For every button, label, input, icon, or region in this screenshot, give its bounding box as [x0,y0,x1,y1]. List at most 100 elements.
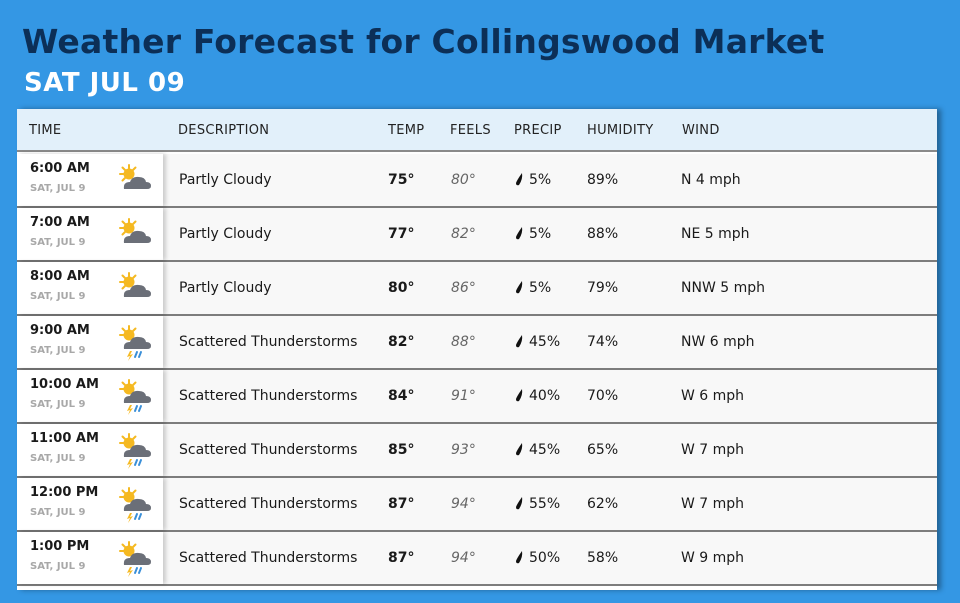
raindrop-icon [515,442,529,458]
row-description: Partly Cloudy [179,172,272,188]
raindrop-icon [515,226,529,242]
time-cell: 7:00 AM SAT, JUL 9 [17,208,163,260]
row-wind: W 6 mph [681,388,745,404]
row-precip-value: 55% [529,496,561,512]
row-time: 12:00 PM [30,485,99,500]
table-row: 1:00 PM SAT, JUL 9 Scattered Thunderstor… [17,532,937,586]
time-cell: 9:00 AM SAT, JUL 9 [17,316,163,368]
row-precip-value: 40% [529,388,561,404]
row-wind: NE 5 mph [681,226,750,242]
row-precip-value: 45% [529,334,561,350]
row-wind: NNW 5 mph [681,280,765,296]
row-time: 9:00 AM [30,323,90,338]
row-description: Partly Cloudy [179,226,272,242]
time-cell: 8:00 AM SAT, JUL 9 [17,262,163,314]
time-cell: 11:00 AM SAT, JUL 9 [17,424,163,476]
row-date: SAT, JUL 9 [30,507,86,518]
row-feels: 88° [451,334,476,350]
row-wind: W 7 mph [681,496,745,512]
row-humidity: 70% [587,388,619,404]
row-feels: 93° [451,442,476,458]
scattered-thunderstorms-icon [115,324,153,362]
forecast-table: TIME DESCRIPTION TEMP FEELS PRECIP HUMID… [17,109,937,590]
row-time: 11:00 AM [30,431,99,446]
row-date: SAT, JUL 9 [30,561,86,572]
page-subtitle-date: SAT JUL 09 [24,68,186,98]
partly-cloudy-icon [115,162,153,200]
row-feels: 94° [451,550,476,566]
column-header-wind: WIND [682,123,720,138]
raindrop-icon [515,334,529,350]
row-precip: 55% [515,496,560,512]
row-precip-value: 45% [529,442,561,458]
table-row: 9:00 AM SAT, JUL 9 Scattered Thunderstor… [17,316,937,370]
raindrop-icon [515,388,529,404]
scattered-thunderstorms-icon [115,378,153,416]
row-wind: W 9 mph [681,550,745,566]
row-temp: 84° [388,388,415,404]
row-date: SAT, JUL 9 [30,291,86,302]
row-precip: 5% [515,172,551,188]
row-date: SAT, JUL 9 [30,237,86,248]
row-humidity: 79% [587,280,619,296]
table-row: 11:00 AM SAT, JUL 9 Scattered Thundersto… [17,424,937,478]
row-feels: 94° [451,496,476,512]
row-time: 8:00 AM [30,269,90,284]
row-feels: 91° [451,388,476,404]
row-description: Partly Cloudy [179,280,272,296]
row-precip-value: 5% [529,172,552,188]
row-feels: 86° [451,280,476,296]
row-precip: 45% [515,442,560,458]
column-header-precip: PRECIP [514,123,562,138]
row-date: SAT, JUL 9 [30,453,86,464]
row-humidity: 88% [587,226,619,242]
partly-cloudy-icon [115,216,153,254]
row-time: 7:00 AM [30,215,90,230]
row-wind: W 7 mph [681,442,745,458]
scattered-thunderstorms-icon [115,540,153,578]
partly-cloudy-icon [115,270,153,308]
column-header-time: TIME [29,123,62,138]
raindrop-icon [515,550,529,566]
row-temp: 77° [388,226,415,242]
time-cell: 10:00 AM SAT, JUL 9 [17,370,163,422]
table-row: 8:00 AM SAT, JUL 9 Partly Cloudy 80° 86°… [17,262,937,316]
row-temp: 87° [388,496,415,512]
row-description: Scattered Thunderstorms [179,496,358,512]
row-feels: 82° [451,226,476,242]
row-precip: 5% [515,280,551,296]
row-humidity: 65% [587,442,619,458]
row-time: 1:00 PM [30,539,90,554]
table-header: TIME DESCRIPTION TEMP FEELS PRECIP HUMID… [17,109,937,152]
row-precip: 5% [515,226,551,242]
time-cell: 1:00 PM SAT, JUL 9 [17,532,163,584]
column-header-temp: TEMP [388,123,425,138]
raindrop-icon [515,172,529,188]
row-date: SAT, JUL 9 [30,345,86,356]
row-date: SAT, JUL 9 [30,399,86,410]
time-cell: 12:00 PM SAT, JUL 9 [17,478,163,530]
row-description: Scattered Thunderstorms [179,334,358,350]
row-date: SAT, JUL 9 [30,183,86,194]
row-humidity: 58% [587,550,619,566]
raindrop-icon [515,496,529,512]
row-feels: 80° [451,172,476,188]
page-title: Weather Forecast for Collingswood Market [22,22,825,61]
row-wind: NW 6 mph [681,334,755,350]
row-description: Scattered Thunderstorms [179,550,358,566]
raindrop-icon [515,280,529,296]
row-temp: 87° [388,550,415,566]
row-precip-value: 5% [529,280,552,296]
scattered-thunderstorms-icon [115,432,153,470]
row-temp: 85° [388,442,415,458]
row-time: 10:00 AM [30,377,99,392]
row-description: Scattered Thunderstorms [179,388,358,404]
column-header-feels: FEELS [450,123,491,138]
table-row: 12:00 PM SAT, JUL 9 Scattered Thundersto… [17,478,937,532]
row-humidity: 62% [587,496,619,512]
table-row: 6:00 AM SAT, JUL 9 Partly Cloudy 75° 80°… [17,154,937,208]
row-precip-value: 50% [529,550,561,566]
row-precip: 50% [515,550,560,566]
row-description: Scattered Thunderstorms [179,442,358,458]
column-header-description: DESCRIPTION [178,123,270,138]
